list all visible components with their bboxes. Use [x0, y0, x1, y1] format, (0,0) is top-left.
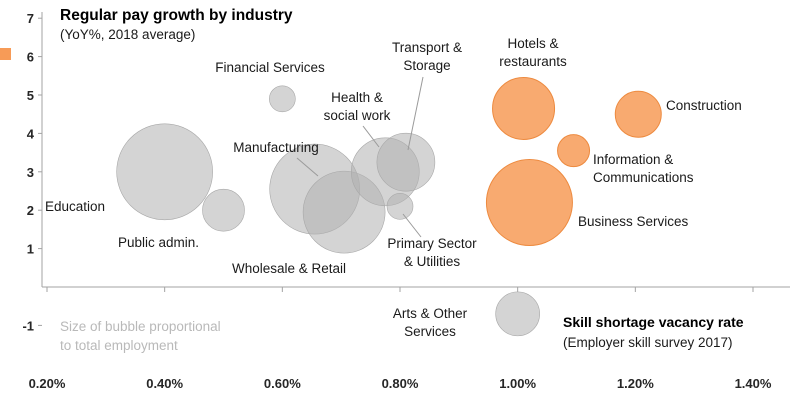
x-tick-label: 0.40%	[146, 376, 183, 391]
y-tick-label: -1	[22, 318, 34, 333]
x-tick-label: 1.20%	[617, 376, 654, 391]
chart-subtitle: (YoY%, 2018 average)	[60, 27, 195, 42]
y-tick-label: 1	[27, 242, 34, 257]
x-tick-label: 1.40%	[735, 376, 772, 391]
bubble-size-note-line1: Size of bubble proportional	[60, 319, 221, 334]
x-tick-label: 0.80%	[382, 376, 419, 391]
brand-orange-square	[0, 48, 11, 60]
label-construction: Construction	[666, 98, 742, 113]
leader-line-health-social-work	[362, 125, 380, 148]
y-tick-label: 2	[27, 203, 34, 218]
y-tick-label: 6	[27, 50, 34, 65]
label-primary-sector-utilities: & Utilities	[404, 254, 461, 269]
x-tick-label: 0.60%	[264, 376, 301, 391]
label-arts-other-services: Services	[404, 324, 456, 339]
label-information-communications: Information &	[593, 152, 673, 167]
bubble-hotels-restaurants	[492, 76, 556, 140]
bubble-financial-services	[269, 85, 296, 113]
x-tick-label: 0.20%	[29, 376, 66, 391]
label-wholesale-retail: Wholesale & Retail	[232, 261, 346, 276]
x-axis-subtitle: (Employer skill survey 2017)	[563, 335, 733, 350]
label-business-services: Business Services	[578, 214, 689, 229]
label-transport-storage: Transport &	[392, 40, 462, 55]
y-tick-label: 7	[27, 11, 34, 26]
y-tick-label: 5	[27, 88, 34, 103]
leader-line-transport-storage	[407, 76, 424, 151]
leader-line-primary-sector-utilities	[402, 213, 422, 238]
label-education: Education	[45, 199, 105, 214]
bubble-information-communications	[557, 134, 591, 168]
x-axis-title: Skill shortage vacancy rate	[563, 314, 744, 330]
label-hotels-restaurants: restaurants	[499, 54, 567, 69]
label-hotels-restaurants: Hotels &	[507, 36, 558, 51]
leader-line-manufacturing	[296, 157, 319, 177]
bubble-arts-other-services	[495, 291, 540, 337]
chart-title: Regular pay growth by industry	[60, 7, 293, 24]
label-health-social-work: social work	[324, 108, 391, 123]
x-tick-label: 1.00%	[499, 376, 536, 391]
label-information-communications: Communications	[593, 170, 694, 185]
bubble-transport-storage	[376, 132, 436, 192]
bubble-education	[116, 123, 213, 221]
label-arts-other-services: Arts & Other	[393, 306, 468, 321]
bubble-public-admin	[202, 188, 245, 232]
label-transport-storage: Storage	[403, 58, 450, 73]
bubble-size-note-line2: to total employment	[60, 338, 178, 353]
label-financial-services: Financial Services	[215, 60, 325, 75]
label-health-social-work: Health &	[331, 90, 383, 105]
bubble-construction	[614, 90, 662, 138]
y-tick-label: 3	[27, 165, 34, 180]
label-public-admin: Public admin.	[118, 235, 199, 250]
bubble-business-services	[485, 159, 573, 247]
y-tick-label: 4	[27, 126, 35, 141]
bubble-primary-sector-utilities	[386, 193, 414, 220]
label-manufacturing: Manufacturing	[233, 140, 319, 155]
label-primary-sector-utilities: Primary Sector	[387, 236, 477, 251]
